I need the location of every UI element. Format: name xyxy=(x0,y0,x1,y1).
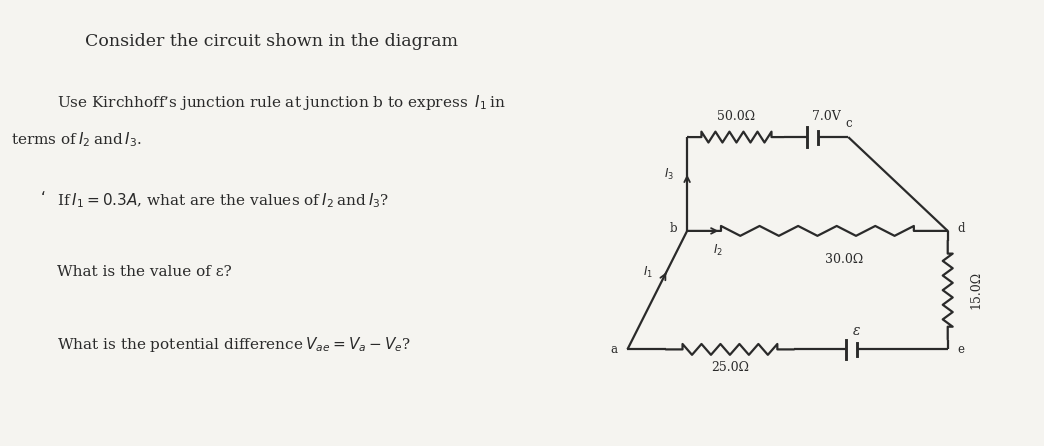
Text: b: b xyxy=(669,223,678,235)
Text: c: c xyxy=(845,117,852,130)
Text: e: e xyxy=(957,343,965,356)
Text: $I_1$: $I_1$ xyxy=(643,265,654,280)
Text: $I_3$: $I_3$ xyxy=(664,167,674,182)
Text: a: a xyxy=(611,343,617,356)
Text: 7.0V: 7.0V xyxy=(812,110,841,123)
Text: What is the potential difference $V_{ae} = V_a - V_e$?: What is the potential difference $V_{ae}… xyxy=(57,334,411,354)
Text: 50.0Ω: 50.0Ω xyxy=(717,110,756,123)
Text: 30.0Ω: 30.0Ω xyxy=(826,252,863,266)
Text: Consider the circuit shown in the diagram: Consider the circuit shown in the diagra… xyxy=(85,33,458,50)
Text: If $I_1 = 0.3A$, what are the values of $I_2$ and $I_3$?: If $I_1 = 0.3A$, what are the values of … xyxy=(57,191,389,210)
Text: ε: ε xyxy=(853,323,860,338)
Text: d: d xyxy=(957,223,965,235)
Text: 15.0Ω: 15.0Ω xyxy=(970,271,982,309)
Text: terms of $I_2$ and $I_3$.: terms of $I_2$ and $I_3$. xyxy=(10,130,142,149)
Text: ‘: ‘ xyxy=(41,191,46,206)
Text: Use Kirchhoff’s junction rule at junction b to express  $I_1$ in: Use Kirchhoff’s junction rule at junctio… xyxy=(57,93,506,112)
Text: What is the value of ε?: What is the value of ε? xyxy=(57,265,232,280)
Text: 25.0Ω: 25.0Ω xyxy=(711,361,749,374)
Text: $I_2$: $I_2$ xyxy=(713,243,723,258)
